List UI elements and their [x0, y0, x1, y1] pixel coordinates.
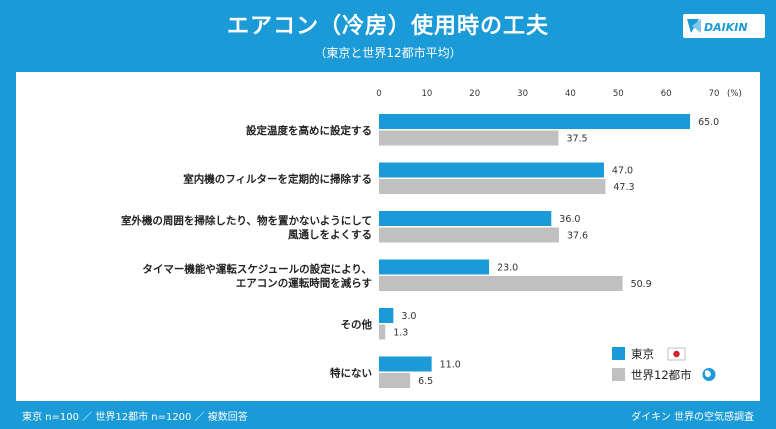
chart-subtitle: （東京と世界12都市平均） — [314, 46, 462, 60]
category-label: 特にない — [330, 366, 372, 379]
category-label: 室内機のフィルターを定期的に掃除する — [183, 172, 372, 185]
category-label: 風通しをよくする — [288, 229, 372, 241]
category-label: エアコンの運転時間を減らす — [236, 276, 372, 289]
legend-label-world: 世界12都市 — [631, 368, 692, 382]
x-tick-label: 0 — [376, 89, 381, 99]
daikin-logo: DAIKIN — [683, 14, 765, 38]
data-label: 11.0 — [440, 360, 461, 371]
data-label: 37.5 — [566, 134, 587, 145]
bar-world — [379, 227, 559, 243]
bar-tokyo — [379, 356, 432, 372]
footer-source: ダイキン 世界の空気感調査 — [631, 412, 754, 423]
data-label: 23.0 — [497, 263, 518, 274]
x-tick-label: 50 — [613, 89, 624, 99]
bar-tokyo — [379, 162, 604, 178]
x-tick-label: 40 — [565, 89, 576, 99]
bar-world — [379, 179, 606, 194]
bar-world — [379, 276, 623, 291]
data-label: 65.0 — [698, 117, 719, 128]
x-tick-label: 20 — [469, 89, 480, 99]
category-label: その他 — [341, 318, 373, 331]
category-label: 設定温度を高めに設定する — [246, 124, 372, 137]
chart-title: エアコン（冷房）使用時の工夫 — [226, 14, 549, 39]
data-label: 47.3 — [613, 182, 634, 193]
data-label: 37.6 — [567, 231, 588, 242]
legend-swatch-world — [612, 368, 625, 381]
daikin-logo-text: DAIKIN — [704, 21, 748, 34]
legend-swatch-tokyo — [612, 347, 625, 360]
bar-tokyo — [379, 211, 552, 226]
x-unit-label: (%) — [727, 89, 742, 99]
x-tick-label: 60 — [661, 89, 672, 99]
data-label: 47.0 — [612, 166, 633, 177]
bar-world — [379, 324, 386, 340]
daikin-logo-mark-accent — [692, 19, 701, 33]
chart-panel: 0 10 20 30 40 50 60 70 (%) 設定温度を高めに設定する室内機のフィルター… — [16, 72, 760, 401]
daikin-logo-graphic: DAIKIN — [687, 19, 748, 34]
data-label: 36.0 — [559, 214, 580, 225]
bar-tokyo — [379, 259, 490, 275]
footer-sample-note: 東京 n=100 ／ 世界12都市 n=1200 ／ 複数回答 — [22, 412, 248, 423]
x-tick-label: 70 — [709, 89, 720, 99]
japan-flag-circle — [673, 350, 680, 358]
data-label: 6.5 — [418, 376, 433, 387]
globe-icon-continent — [705, 370, 711, 378]
x-tick-label: 30 — [517, 89, 528, 99]
bar-tokyo — [379, 308, 394, 323]
bar-tokyo — [379, 114, 691, 129]
data-label: 1.3 — [393, 328, 408, 339]
category-label: タイマー機能や運転スケジュールの設定により、 — [142, 262, 372, 275]
bar-world — [379, 373, 411, 388]
bar-chart: 0 10 20 30 40 50 60 70 (%) 設定温度を高めに設定する室内機のフィルター… — [121, 89, 742, 388]
data-label: 3.0 — [401, 311, 416, 322]
legend-label-tokyo: 東京 — [631, 347, 654, 361]
category-label: 室外機の周囲を掃除したり、物を置かないようにして — [121, 214, 372, 227]
bar-world — [379, 130, 559, 146]
data-label: 50.9 — [631, 279, 652, 290]
x-tick-label: 10 — [421, 89, 432, 99]
